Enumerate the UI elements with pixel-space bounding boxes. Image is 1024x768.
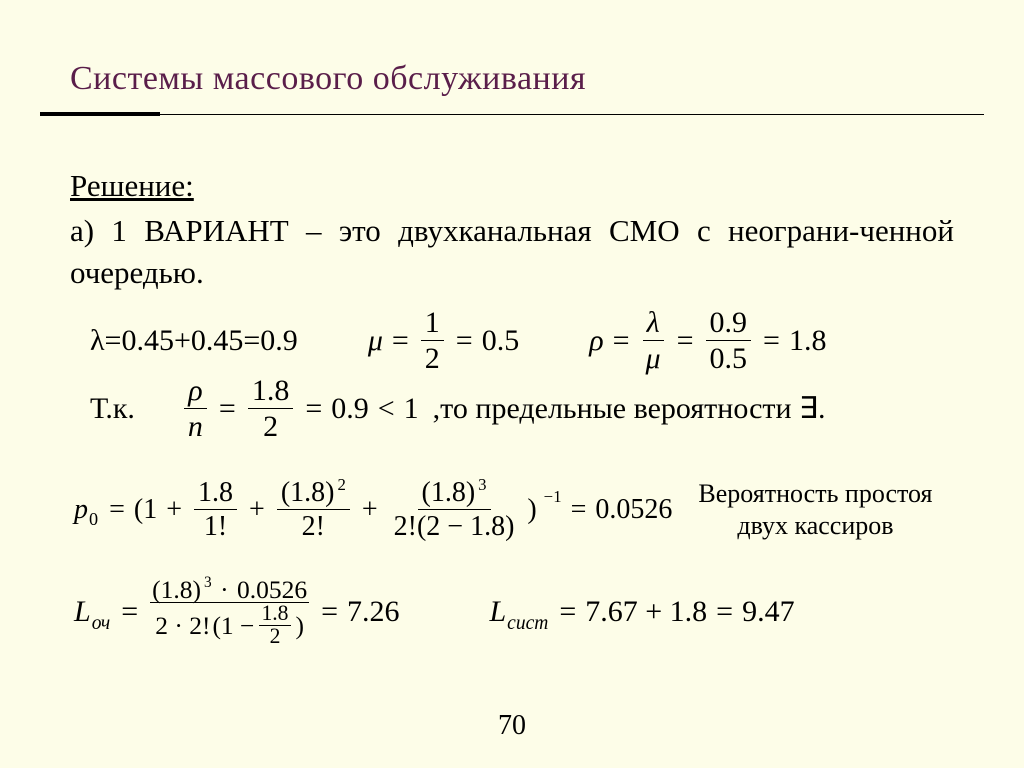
p0-equation: p0 = (1 + 1.8 1! + (1.8)2 2! + (1.8)3 2!… [74, 479, 672, 541]
equation-row-4: Lоч = (1.8)3 · 0.0526 2 · 2! (1 − 1.8 2 [74, 577, 954, 648]
variant-a-text: а) 1 ВАРИАНТ – это двухканальная СМО с н… [70, 210, 954, 294]
rho-equation: ρ = λ μ = 0.9 0.5 = 1.8 [589, 308, 826, 374]
limit-probabilities-text: ,то предельные вероятности ∃. [433, 391, 826, 426]
slide-body: Решение: а) 1 ВАРИАНТ – это двухканальна… [70, 168, 954, 648]
p0-annotation: Вероятность простоя двух кассиров [698, 478, 932, 543]
l-och-equation: Lоч = (1.8)3 · 0.0526 2 · 2! (1 − 1.8 2 [74, 577, 399, 648]
rho-over-n-equation: ρ n = 1.8 2 = 0.9 < 1 [181, 376, 419, 442]
mu-equation: μ = 1 2 = 0.5 [368, 308, 519, 374]
equation-row-2: Т.к. ρ n = 1.8 2 = 0.9 < 1 ,то предельны… [90, 376, 954, 442]
tk-label: Т.к. [90, 392, 135, 426]
l-sist-equation: Lсист = 7.67 + 1.8 = 9.47 [489, 595, 794, 629]
slide: Системы массового обслуживания Решение: … [0, 0, 1024, 768]
equation-row-1: λ=0.45+0.45=0.9 μ = 1 2 = 0.5 ρ = λ μ = [90, 308, 954, 374]
lambda-equation: λ=0.45+0.45=0.9 [90, 324, 298, 358]
solution-label: Решение: [70, 168, 954, 204]
page-number: 70 [0, 710, 1024, 742]
slide-title: Системы массового обслуживания [70, 60, 954, 98]
title-underline [40, 104, 984, 124]
equation-row-3: p0 = (1 + 1.8 1! + (1.8)2 2! + (1.8)3 2!… [74, 478, 954, 543]
